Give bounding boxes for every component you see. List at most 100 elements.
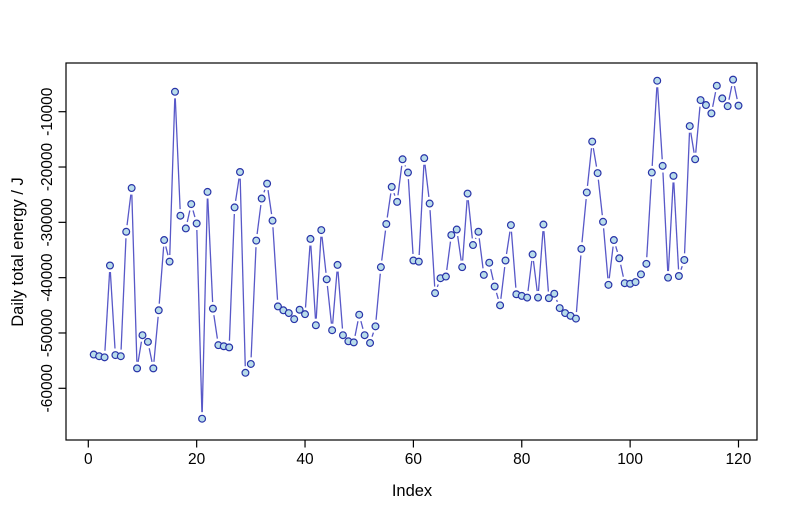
series-segment — [695, 106, 701, 153]
series-segment — [228, 213, 235, 341]
y-axis-title: Daily total energy / J — [9, 177, 27, 326]
series-segment — [192, 210, 196, 218]
data-point-marker — [577, 244, 586, 253]
data-point-marker — [658, 161, 667, 170]
series-segment — [429, 210, 436, 287]
series-segment — [436, 284, 439, 288]
data-point-marker — [691, 155, 700, 164]
data-point-marker — [712, 81, 721, 90]
series-segment — [592, 147, 598, 167]
x-tick-label: 80 — [513, 451, 531, 468]
data-point-marker — [425, 199, 434, 208]
data-point-marker — [230, 203, 239, 212]
data-point-marker — [528, 250, 537, 259]
data-point-marker — [225, 343, 234, 352]
series-segment — [500, 266, 506, 299]
series-segment — [186, 210, 191, 223]
data-point-marker — [458, 263, 467, 272]
series-segment — [662, 172, 669, 272]
data-point-marker — [317, 226, 326, 235]
data-point-marker — [571, 314, 580, 323]
data-point-marker — [181, 224, 190, 233]
series-segment — [467, 200, 473, 239]
data-point-marker — [506, 221, 515, 230]
data-point-marker — [393, 197, 402, 206]
series-segment — [321, 236, 327, 273]
data-point-marker — [355, 310, 364, 319]
x-axis-title: Index — [392, 482, 433, 500]
data-point-marker — [734, 101, 743, 110]
data-point-marker — [133, 364, 142, 373]
series-segment — [158, 246, 165, 304]
data-point-marker — [485, 258, 494, 267]
series-segment — [310, 245, 317, 319]
series-segment — [712, 92, 717, 108]
data-point-marker — [642, 259, 651, 268]
data-point-marker — [100, 353, 109, 362]
series-segment — [381, 230, 387, 261]
series-segment — [615, 246, 619, 253]
series-segment — [690, 132, 695, 153]
series-segment — [267, 190, 273, 215]
data-point-marker — [647, 168, 656, 177]
data-point-marker — [176, 211, 185, 220]
series-segment — [337, 271, 344, 329]
data-point-marker — [263, 179, 272, 188]
series-segment — [263, 189, 266, 193]
data-point-marker — [208, 304, 217, 313]
series-segment — [510, 231, 517, 288]
data-point-marker — [187, 200, 196, 209]
data-point-marker — [322, 275, 331, 284]
data-point-marker — [236, 167, 245, 176]
series-segment — [207, 198, 214, 303]
data-point-marker — [631, 278, 640, 287]
data-point-marker — [604, 280, 613, 289]
x-tick-label: 120 — [726, 451, 752, 468]
series-segment — [478, 238, 484, 269]
data-point-marker — [534, 293, 543, 302]
series-segment — [239, 178, 246, 367]
data-point-marker — [170, 87, 179, 96]
series-segment — [196, 230, 203, 413]
data-point-marker — [149, 364, 158, 373]
series-segment — [354, 321, 359, 337]
series-segment — [620, 264, 624, 277]
series-segment — [586, 148, 593, 186]
series-segment — [109, 272, 116, 349]
data-point-marker — [366, 338, 375, 347]
series-segment — [407, 179, 414, 254]
series-segment — [505, 231, 511, 255]
data-point-marker — [599, 217, 608, 226]
series-segment — [728, 85, 733, 100]
data-point-marker — [403, 168, 412, 177]
data-point-marker — [306, 234, 315, 243]
plot-frame — [65, 62, 758, 441]
series-segment — [169, 98, 176, 256]
series-segment — [234, 178, 240, 201]
data-point-marker — [468, 241, 477, 250]
data-point-marker — [669, 171, 678, 180]
data-point-marker — [555, 304, 564, 313]
data-point-marker — [371, 322, 380, 331]
data-point-marker — [192, 219, 201, 228]
series-segment — [673, 182, 680, 270]
series-segment — [332, 271, 338, 324]
data-point-marker — [539, 220, 548, 229]
series-segment — [393, 192, 396, 196]
data-point-marker — [398, 155, 407, 164]
series-segment — [371, 332, 375, 337]
data-point-marker — [490, 282, 499, 291]
series-segment — [581, 198, 587, 243]
data-point-marker — [441, 272, 450, 281]
x-tick-label: 20 — [188, 451, 206, 468]
data-point-marker — [127, 184, 136, 193]
data-point-marker — [452, 225, 461, 234]
data-point-marker — [609, 236, 618, 245]
series-segment — [683, 132, 691, 254]
data-series — [89, 75, 743, 423]
data-point-marker — [431, 289, 440, 298]
data-point-marker — [707, 109, 716, 118]
series-segment — [250, 247, 257, 358]
data-point-marker — [295, 305, 304, 314]
